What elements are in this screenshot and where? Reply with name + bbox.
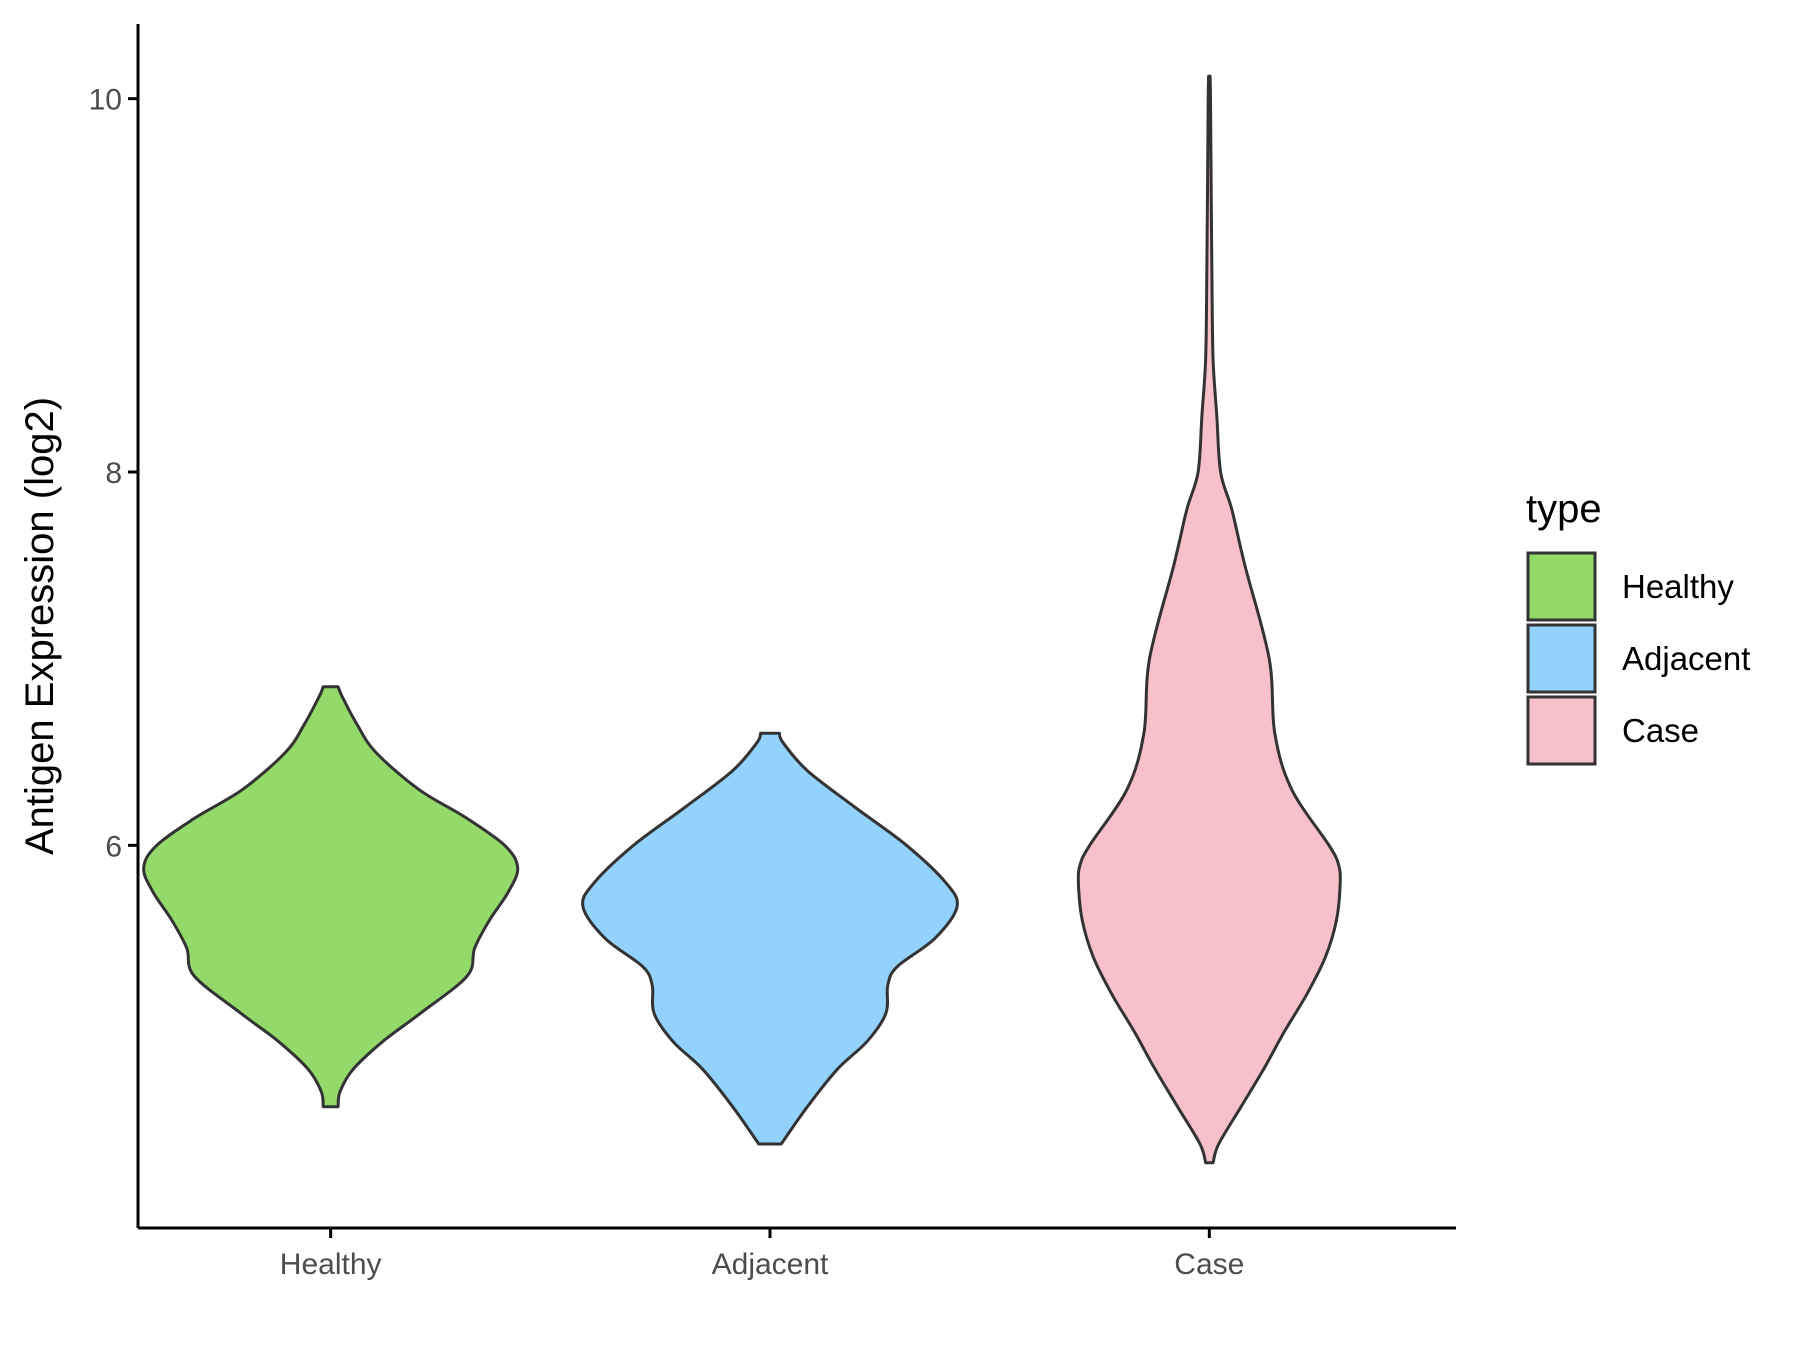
legend-swatch-healthy	[1526, 551, 1597, 622]
y-tick-label: 6	[105, 830, 122, 863]
x-ticks-group: Healthy Adjacent Case	[280, 1228, 1244, 1281]
legend: type Healthy Adjacent Case	[1526, 487, 1750, 766]
y-tick-label: 8	[105, 457, 122, 490]
legend-items: Healthy Adjacent Case	[1526, 551, 1750, 766]
legend-label-adjacent: Adjacent	[1622, 640, 1750, 677]
violin-case	[1076, 74, 1342, 1165]
legend-swatch-adjacent	[1526, 623, 1597, 694]
legend-label-case: Case	[1622, 712, 1699, 749]
legend-swatch-case	[1526, 695, 1597, 766]
x-tick-label-healthy: Healthy	[280, 1248, 382, 1281]
violins-group	[142, 74, 1342, 1165]
y-ticks-group: 6 8 10	[89, 84, 138, 863]
violin-adjacent	[581, 731, 959, 1146]
legend-title: type	[1526, 487, 1602, 531]
y-axis-title: Antigen Expression (log2)	[18, 397, 62, 855]
violin-healthy	[142, 685, 520, 1109]
y-tick-label: 10	[89, 84, 122, 117]
legend-label-healthy: Healthy	[1622, 568, 1734, 605]
x-tick-label-adjacent: Adjacent	[712, 1248, 829, 1281]
x-tick-label-case: Case	[1174, 1248, 1244, 1281]
axes-group	[136, 24, 1456, 1230]
